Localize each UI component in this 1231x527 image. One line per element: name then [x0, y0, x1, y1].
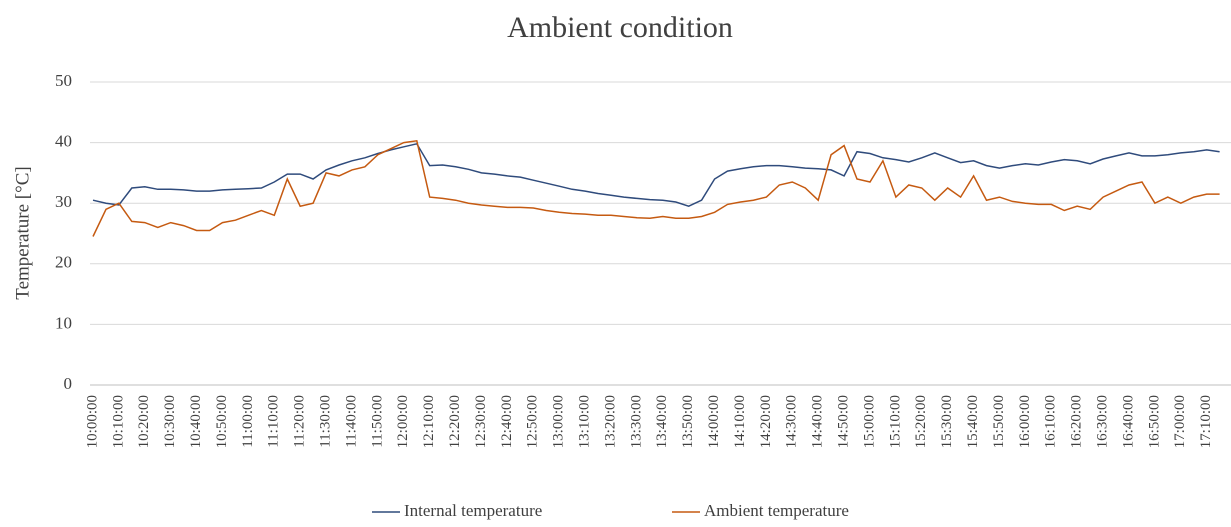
x-tick-label: 11:20:00 — [292, 395, 308, 448]
x-tick-label: 16:20:00 — [1069, 395, 1085, 448]
legend-label: Internal temperature — [404, 501, 542, 520]
x-tick-label: 14:40:00 — [810, 395, 826, 448]
x-tick-label: 13:30:00 — [628, 395, 644, 448]
x-tick-label: 13:10:00 — [577, 395, 593, 448]
x-tick-label: 15:20:00 — [913, 395, 929, 448]
y-tick-label: 30 — [55, 192, 72, 211]
y-tick-label: 40 — [55, 132, 72, 151]
x-tick-label: 12:50:00 — [525, 395, 541, 448]
x-tick-label: 13:00:00 — [551, 395, 567, 448]
x-tick-label: 15:00:00 — [861, 395, 877, 448]
x-tick-label: 17:10:00 — [1198, 395, 1214, 448]
x-tick-label: 11:30:00 — [318, 395, 334, 448]
x-tick-label: 12:40:00 — [499, 395, 515, 448]
data-line — [92, 142, 1220, 208]
x-tick-label: 10:30:00 — [162, 395, 178, 448]
x-tick-label: 11:10:00 — [266, 395, 282, 448]
x-tick-label: 12:30:00 — [473, 395, 489, 448]
data-line — [92, 139, 1220, 237]
y-tick-label: 10 — [55, 313, 72, 332]
x-tick-label: 14:00:00 — [706, 395, 722, 448]
x-tick-label: 16:00:00 — [1017, 395, 1033, 448]
x-tick-label: 15:50:00 — [991, 395, 1007, 448]
x-tick-label: 16:10:00 — [1043, 395, 1059, 448]
x-tick-label: 15:10:00 — [887, 395, 903, 448]
x-tick-label: 10:20:00 — [136, 395, 152, 448]
x-tick-label: 17:00:00 — [1172, 395, 1188, 448]
x-tick-label: 16:50:00 — [1146, 395, 1162, 448]
x-tick-label: 10:40:00 — [188, 395, 204, 448]
x-tick-label: 16:30:00 — [1095, 395, 1111, 448]
x-tick-label: 15:40:00 — [965, 395, 981, 448]
x-tick-label: 14:20:00 — [758, 395, 774, 448]
x-tick-label: 10:50:00 — [214, 395, 230, 448]
x-tick-label: 13:50:00 — [680, 395, 696, 448]
x-tick-label: 12:20:00 — [447, 395, 463, 448]
legend-label: Ambient temperature — [704, 501, 849, 520]
x-tick-label: 16:40:00 — [1120, 395, 1136, 448]
x-tick-label: 11:40:00 — [343, 395, 359, 448]
y-axis-label: Temperature [°C] — [12, 166, 33, 299]
x-tick-label: 15:30:00 — [939, 395, 955, 448]
x-tick-label: 14:30:00 — [784, 395, 800, 448]
x-tick-label: 11:50:00 — [369, 395, 385, 448]
y-tick-label: 20 — [55, 253, 72, 272]
y-tick-label: 50 — [55, 71, 72, 90]
x-tick-label: 14:10:00 — [732, 395, 748, 448]
x-tick-label: 10:00:00 — [84, 395, 100, 448]
x-tick-label: 10:10:00 — [110, 395, 126, 448]
x-tick-label: 14:50:00 — [836, 395, 852, 448]
x-tick-label: 11:00:00 — [240, 395, 256, 448]
x-tick-label: 12:10:00 — [421, 395, 437, 448]
x-tick-label: 13:40:00 — [654, 395, 670, 448]
x-tick-label: 12:00:00 — [395, 395, 411, 448]
chart-title: Ambient condition — [507, 11, 733, 44]
y-tick-label: 0 — [64, 374, 73, 393]
x-tick-label: 13:20:00 — [602, 395, 618, 448]
